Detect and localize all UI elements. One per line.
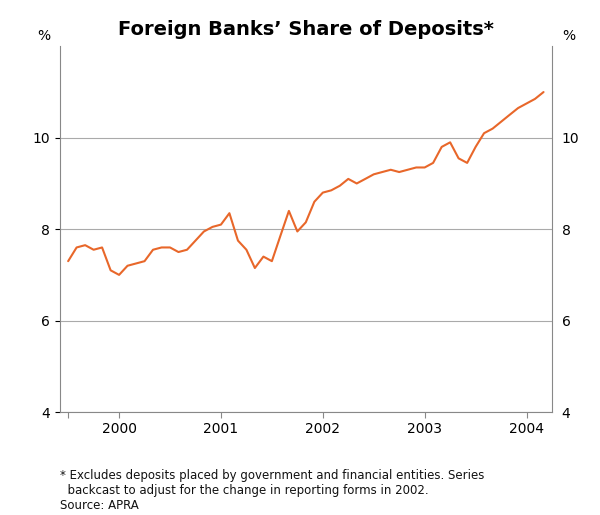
Y-axis label: %: %: [37, 29, 50, 43]
Text: * Excludes deposits placed by government and financial entities. Series
  backca: * Excludes deposits placed by government…: [60, 470, 484, 512]
Title: Foreign Banks’ Share of Deposits*: Foreign Banks’ Share of Deposits*: [118, 20, 494, 39]
Y-axis label: %: %: [562, 29, 575, 43]
